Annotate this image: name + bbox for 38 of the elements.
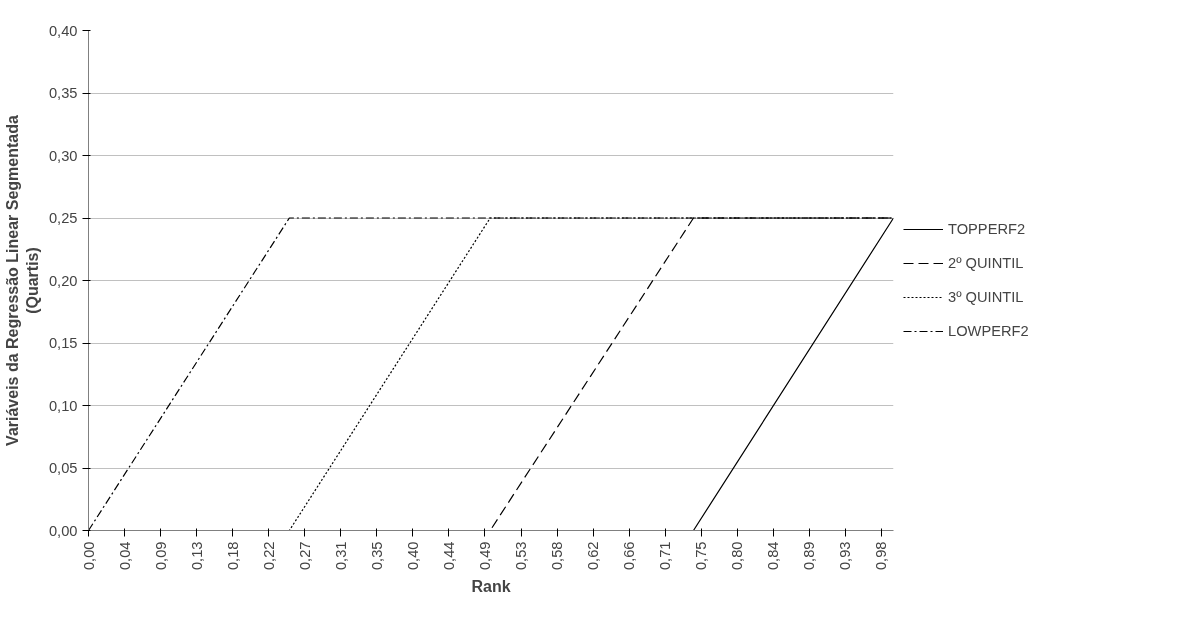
legend-label: 2º QUINTIL [948, 255, 1024, 271]
y-tick-label: 0,25 [48, 210, 78, 226]
x-tick-label: 0,31 [332, 541, 349, 571]
x-tick-label: 0,35 [368, 541, 385, 571]
x-tick-label: 0,13 [188, 541, 205, 571]
x-tick-label: 0,84 [765, 541, 782, 571]
x-tick-label: 0,44 [440, 541, 457, 571]
legend-label: 3º QUINTIL [948, 289, 1024, 305]
x-tick-label: 0,93 [837, 541, 854, 571]
y-tick-label: 0,00 [48, 522, 78, 539]
y-tick-label: 0,40 [48, 22, 78, 39]
x-tick-label: 0,49 [476, 541, 493, 571]
x-tick-label: 0,75 [693, 541, 710, 571]
y-tick-label: 0,20 [48, 272, 78, 289]
x-tick-label: 0,22 [260, 541, 277, 571]
x-tick-label: 0,71 [657, 541, 674, 571]
legend-label: TOPPERF2 [948, 221, 1026, 237]
x-tick-label: 0,66 [621, 541, 638, 571]
x-tick-label: 0,98 [873, 541, 890, 571]
x-tick-label: 0,89 [801, 541, 818, 571]
legend-label: LOWPERF2 [948, 323, 1029, 339]
x-tick-label: 0,40 [404, 541, 421, 571]
y-tick-label: 0,30 [48, 147, 78, 164]
x-tick-label: 0,09 [152, 541, 169, 571]
x-tick-label: 0,04 [116, 541, 133, 571]
x-tick-label: 0,18 [224, 541, 241, 571]
x-tick-label: 0,80 [729, 541, 746, 571]
x-tick-label: 0,62 [585, 541, 602, 571]
x-axis-title: Rank [471, 578, 511, 596]
y-tick-label: 0,35 [48, 85, 78, 101]
y-tick-label: 0,05 [48, 460, 78, 476]
x-tick-label: 0,58 [549, 541, 566, 571]
x-tick-label: 0,27 [296, 541, 313, 571]
y-tick-label: 0,15 [48, 335, 78, 351]
x-tick-label: 0,00 [80, 541, 97, 571]
x-tick-label: 0,53 [513, 541, 529, 571]
y-axis-title: Variáveis da Regressão Linear Segmentada (Quartis) [3, 114, 41, 446]
y-tick-label: 0,10 [48, 397, 78, 414]
